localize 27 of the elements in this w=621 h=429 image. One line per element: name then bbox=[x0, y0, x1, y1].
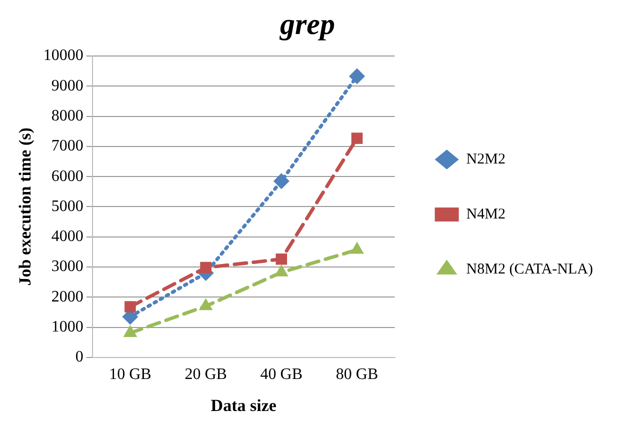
y-tick-label: 1000 bbox=[51, 318, 84, 336]
y-tick-label: 10000 bbox=[43, 47, 84, 64]
point bbox=[276, 253, 288, 265]
y-tick-label: 6000 bbox=[51, 168, 84, 185]
chart-title: grep bbox=[279, 8, 335, 41]
y-tick-label: 8000 bbox=[51, 107, 84, 124]
y-tick-label: 0 bbox=[75, 348, 84, 366]
y-tick-label: 5000 bbox=[51, 198, 84, 215]
x-tick-label: 80 GB bbox=[336, 366, 378, 384]
y-tick-label: 3000 bbox=[51, 258, 84, 276]
y-tick-label: 4000 bbox=[51, 228, 84, 246]
legend-label: N8M2 (CATA-NLA) bbox=[466, 261, 594, 278]
legend-label: N4M2 bbox=[466, 206, 506, 222]
point bbox=[200, 262, 212, 274]
y-tick-label: 7000 bbox=[51, 138, 84, 155]
point bbox=[351, 132, 363, 144]
x-axis-title: Data size bbox=[210, 396, 277, 416]
x-tick-label: 20 GB bbox=[184, 366, 227, 384]
x-tick-label: 10 GB bbox=[109, 366, 152, 384]
point bbox=[124, 301, 136, 312]
point bbox=[273, 173, 290, 190]
y-axis-title: Job execution time (s) bbox=[16, 128, 35, 286]
x-tick-label: 40 GB bbox=[260, 366, 303, 384]
y-tick-label: 9000 bbox=[51, 77, 84, 94]
legend-label: N2M2 bbox=[466, 151, 506, 168]
point bbox=[349, 68, 365, 84]
y-tick-label: 2000 bbox=[51, 288, 84, 306]
